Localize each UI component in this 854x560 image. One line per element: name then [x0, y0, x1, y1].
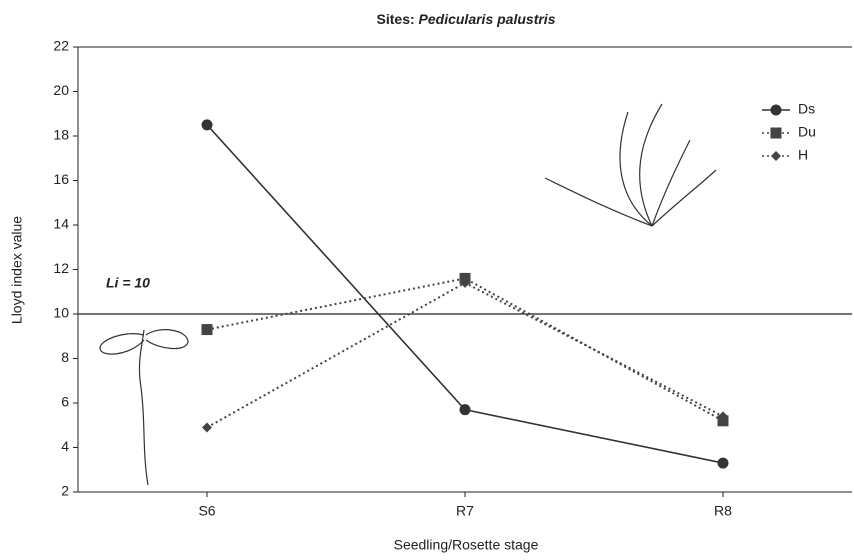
seedling-drawing [100, 330, 188, 485]
y-tick-label: 16 [53, 171, 69, 187]
legend-marker [771, 151, 781, 161]
x-tick-label: S6 [198, 503, 215, 519]
legend-marker [771, 128, 782, 139]
data-point [202, 422, 212, 432]
title-species: Pedicularis palustris [419, 11, 556, 27]
title-prefix: Sites: [377, 11, 415, 27]
y-tick-label: 4 [61, 438, 69, 454]
data-point [718, 458, 729, 469]
data-point [460, 404, 471, 415]
series-line [207, 278, 723, 420]
reference-label: Li = 10 [106, 275, 150, 291]
y-tick-label: 12 [53, 260, 69, 276]
x-axis-label: Seedling/Rosette stage [394, 537, 539, 553]
legend-label: Du [798, 124, 816, 140]
rosette-drawing [545, 104, 716, 226]
data-point [202, 324, 213, 335]
y-tick-label: 6 [61, 394, 69, 410]
legend-label: Ds [798, 101, 815, 117]
y-tick-label: 8 [61, 349, 69, 365]
chart: Sites: Pedicularis palustris Seedling/Ro… [0, 0, 854, 560]
chart-title: Sites: Pedicularis palustris [377, 11, 556, 27]
y-tick-label: 10 [53, 305, 69, 321]
x-tick-label: R8 [714, 503, 732, 519]
y-tick-label: 2 [61, 483, 69, 499]
y-tick-label: 14 [53, 216, 69, 232]
data-point [202, 119, 213, 130]
legend-label: H [798, 147, 808, 163]
y-tick-label: 22 [53, 38, 69, 54]
x-tick-label: R7 [456, 503, 474, 519]
y-tick-label: 20 [53, 82, 69, 98]
y-axis-label: Lloyd index value [9, 216, 25, 324]
y-tick-label: 18 [53, 127, 69, 143]
legend-marker [771, 105, 782, 116]
